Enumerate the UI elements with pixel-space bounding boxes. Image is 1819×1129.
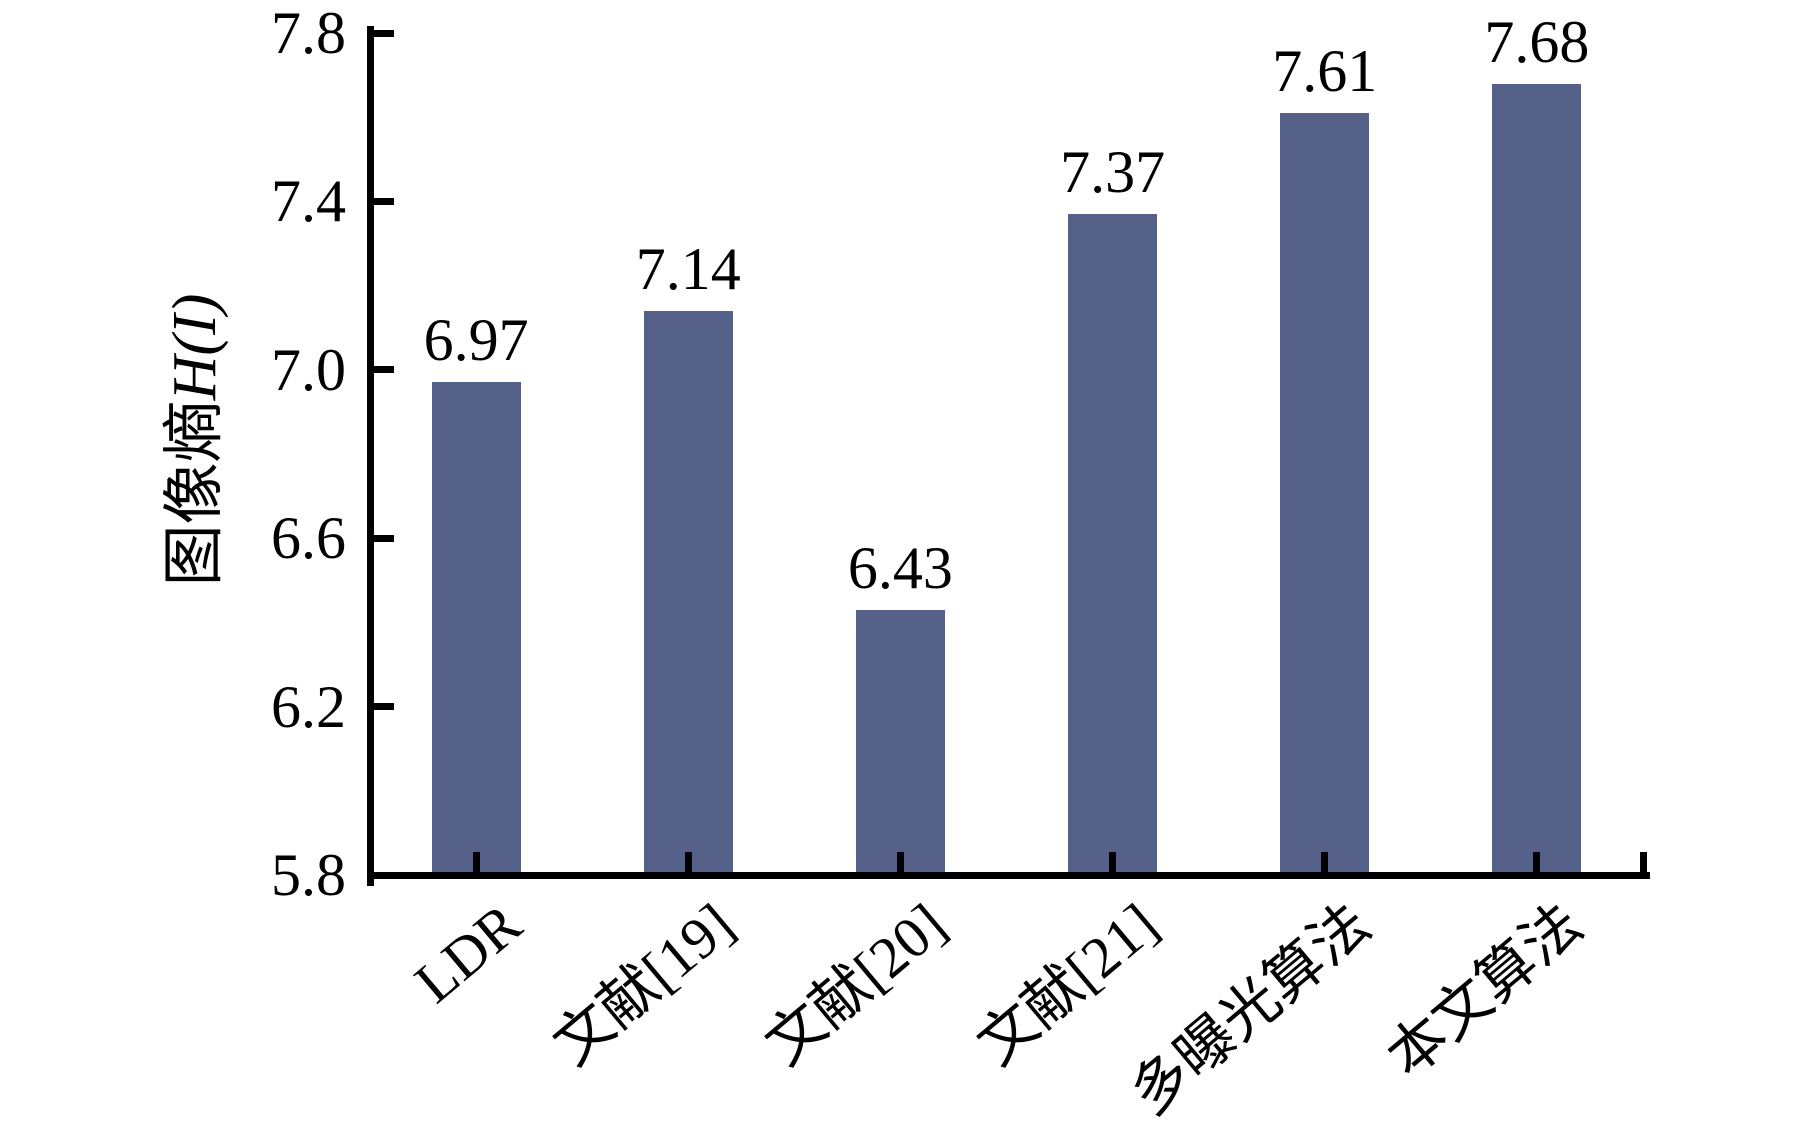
x-tick	[684, 851, 692, 872]
y-tick	[373, 29, 394, 37]
y-tick-label: 6.2	[271, 673, 346, 740]
y-tick-label: 5.8	[271, 842, 346, 908]
bar-value-label: 7.37	[1060, 139, 1166, 206]
x-tick	[1321, 851, 1329, 872]
x-tick	[472, 851, 480, 872]
x-axis-end-tick	[1639, 851, 1647, 872]
bar	[431, 382, 521, 879]
x-tick	[1533, 851, 1541, 872]
y-tick	[373, 366, 394, 374]
y-tick	[373, 197, 394, 205]
y-tick-label: 6.6	[271, 505, 346, 572]
y-tick-label: 7.4	[271, 168, 346, 235]
bar-value-label: 7.68	[1484, 8, 1590, 75]
bar-value-label: 7.14	[635, 235, 741, 302]
x-axis-line	[366, 871, 1650, 879]
bar	[1280, 112, 1370, 879]
y-tick-label: 7.8	[271, 0, 346, 66]
x-tick-label: 文献[21]	[965, 890, 1170, 1078]
bar-value-label: 6.97	[423, 307, 529, 374]
y-tick	[373, 703, 394, 711]
x-tick-label: 本文算法	[1374, 890, 1595, 1090]
x-tick-label: LDR	[402, 890, 534, 1016]
x-tick	[1109, 851, 1117, 872]
y-tick	[373, 534, 394, 542]
bar-value-label: 7.61	[1272, 37, 1378, 104]
bar	[855, 609, 945, 879]
bar	[1492, 83, 1582, 879]
x-tick-label: 文献[20]	[752, 890, 958, 1078]
y-tick-label: 7.0	[271, 336, 346, 403]
bar-value-label: 6.43	[847, 534, 953, 601]
bar	[1068, 214, 1158, 879]
x-tick-label: 文献[19]	[540, 890, 746, 1078]
x-tick	[896, 851, 904, 872]
bar	[643, 310, 733, 879]
y-tick	[373, 871, 394, 879]
y-axis-line	[366, 26, 374, 886]
